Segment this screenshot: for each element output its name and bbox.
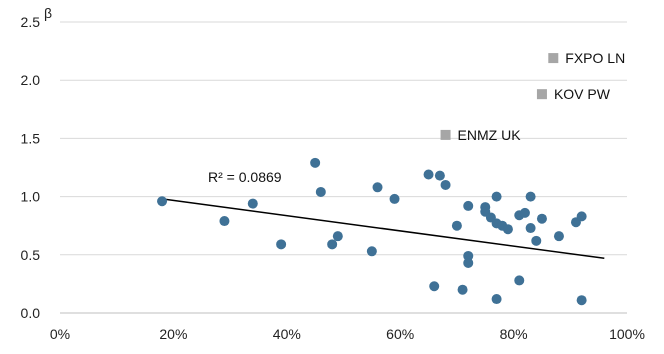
y-axis-label: β — [44, 5, 52, 21]
x-tick-label: 0% — [50, 326, 70, 342]
r-squared-label: R² = 0.0869 — [208, 169, 282, 185]
y-tick-label: 1.5 — [21, 130, 41, 146]
data-point — [525, 223, 536, 234]
point-label: ENMZ UK — [458, 127, 522, 143]
data-point — [536, 213, 547, 224]
y-tick-label: 2.5 — [21, 14, 41, 30]
data-point — [219, 216, 230, 227]
x-tick-label: 80% — [500, 326, 528, 342]
data-point — [327, 239, 338, 250]
data-point — [389, 193, 400, 204]
data-points — [157, 157, 587, 306]
data-point — [457, 284, 468, 295]
x-tick-label: 100% — [609, 326, 645, 342]
data-point — [576, 211, 587, 222]
highlighted-point — [440, 129, 451, 140]
trendline — [161, 198, 605, 260]
data-point — [576, 295, 587, 306]
data-point — [519, 207, 530, 218]
y-tick-label: 0.0 — [21, 305, 41, 321]
point-label: FXPO LN — [565, 50, 625, 66]
axis-ticks: 0.0 0.5 1.0 1.5 2.0 2.5 0% 20% 40% 60% 80% 100% — [21, 14, 645, 342]
data-point — [310, 157, 321, 168]
point-label: KOV PW — [554, 86, 611, 102]
x-tick-label: 20% — [159, 326, 187, 342]
data-point — [463, 200, 474, 211]
highlighted-point — [536, 89, 547, 100]
data-point — [157, 196, 168, 207]
data-point — [491, 294, 502, 305]
data-point — [434, 170, 445, 181]
data-point — [423, 169, 434, 180]
data-point — [525, 191, 536, 202]
data-point — [247, 198, 258, 209]
data-point — [332, 231, 343, 242]
x-tick-label: 40% — [273, 326, 301, 342]
highlighted-point — [548, 53, 559, 64]
y-tick-label: 1.0 — [21, 189, 41, 205]
data-point — [440, 179, 451, 190]
y-tick-label: 0.5 — [21, 247, 41, 263]
data-point — [366, 246, 377, 257]
grid-lines — [60, 21, 627, 314]
trendline-group: R² = 0.0869 — [161, 169, 605, 260]
data-point — [315, 186, 326, 197]
data-point — [553, 231, 564, 242]
data-point — [276, 239, 287, 250]
labeled-points: FXPO LN KOV PW ENMZ UK — [440, 50, 625, 143]
data-point — [372, 182, 383, 193]
data-point — [491, 191, 502, 202]
data-point — [451, 220, 462, 231]
data-point — [429, 281, 440, 292]
data-point — [531, 235, 542, 246]
data-point — [463, 257, 474, 268]
data-point — [502, 224, 513, 235]
x-tick-label: 60% — [386, 326, 414, 342]
data-point — [514, 275, 525, 286]
y-tick-label: 2.0 — [21, 72, 41, 88]
data-point — [463, 250, 474, 261]
